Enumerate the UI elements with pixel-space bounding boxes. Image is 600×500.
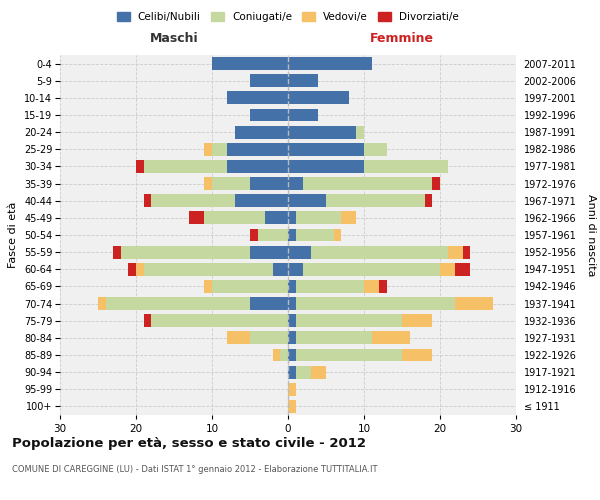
Bar <box>250 108 288 122</box>
Bar <box>227 332 250 344</box>
Y-axis label: Anni di nascita: Anni di nascita <box>586 194 596 276</box>
Bar <box>288 348 296 362</box>
Bar <box>205 212 265 224</box>
Bar <box>341 212 356 224</box>
Bar <box>257 228 288 241</box>
Bar <box>143 263 273 276</box>
Bar <box>265 212 288 224</box>
Bar <box>288 160 364 173</box>
Bar <box>273 348 280 362</box>
Bar <box>296 228 334 241</box>
Bar <box>288 280 296 293</box>
Bar <box>106 297 250 310</box>
Bar <box>364 160 448 173</box>
Bar <box>136 160 143 173</box>
Bar <box>296 332 371 344</box>
Bar <box>288 177 303 190</box>
Bar <box>250 297 288 310</box>
Bar <box>296 212 341 224</box>
Bar <box>288 383 296 396</box>
Bar <box>303 177 433 190</box>
Bar <box>288 212 296 224</box>
Bar <box>425 194 433 207</box>
Bar <box>288 366 296 378</box>
Bar <box>311 246 448 258</box>
Bar <box>379 280 387 293</box>
Bar <box>151 314 288 327</box>
Bar <box>205 177 212 190</box>
Bar <box>227 160 288 173</box>
Bar <box>143 160 227 173</box>
Bar <box>296 366 311 378</box>
Bar <box>205 280 212 293</box>
Bar <box>227 143 288 156</box>
Bar <box>143 194 151 207</box>
Bar <box>98 297 106 310</box>
Text: Popolazione per età, sesso e stato civile - 2012: Popolazione per età, sesso e stato civil… <box>12 438 366 450</box>
Bar <box>288 246 311 258</box>
Bar <box>288 92 349 104</box>
Bar <box>296 314 402 327</box>
Bar <box>250 246 288 258</box>
Bar <box>296 297 455 310</box>
Bar <box>448 246 463 258</box>
Bar <box>288 332 296 344</box>
Bar <box>288 194 326 207</box>
Bar <box>288 263 303 276</box>
Bar <box>288 143 364 156</box>
Bar <box>356 126 364 138</box>
Bar <box>334 228 341 241</box>
Bar <box>440 263 455 276</box>
Bar <box>212 280 288 293</box>
Text: COMUNE DI CAREGGINE (LU) - Dati ISTAT 1° gennaio 2012 - Elaborazione TUTTITALIA.: COMUNE DI CAREGGINE (LU) - Dati ISTAT 1°… <box>12 466 377 474</box>
Bar <box>128 263 136 276</box>
Bar <box>288 126 356 138</box>
Bar <box>288 314 296 327</box>
Bar <box>288 228 296 241</box>
Bar <box>143 314 151 327</box>
Bar <box>189 212 205 224</box>
Text: Maschi: Maschi <box>149 32 199 44</box>
Bar <box>402 348 433 362</box>
Bar <box>463 246 470 258</box>
Bar <box>136 263 143 276</box>
Y-axis label: Fasce di età: Fasce di età <box>8 202 19 268</box>
Bar <box>288 57 371 70</box>
Bar <box>250 332 288 344</box>
Bar <box>433 177 440 190</box>
Bar <box>288 297 296 310</box>
Bar <box>364 143 387 156</box>
Bar <box>280 348 288 362</box>
Bar <box>296 348 402 362</box>
Text: Femmine: Femmine <box>370 32 434 44</box>
Bar <box>235 126 288 138</box>
Bar <box>288 74 319 87</box>
Bar <box>212 177 250 190</box>
Bar <box>235 194 288 207</box>
Bar <box>303 263 440 276</box>
Bar <box>212 57 288 70</box>
Bar <box>326 194 425 207</box>
Bar <box>250 74 288 87</box>
Bar <box>273 263 288 276</box>
Bar <box>113 246 121 258</box>
Bar <box>455 297 493 310</box>
Bar <box>121 246 250 258</box>
Bar <box>151 194 235 207</box>
Bar <box>364 280 379 293</box>
Bar <box>250 228 257 241</box>
Bar <box>296 280 364 293</box>
Bar <box>371 332 410 344</box>
Bar <box>402 314 433 327</box>
Bar <box>250 177 288 190</box>
Bar <box>288 400 296 413</box>
Bar <box>227 92 288 104</box>
Bar <box>212 143 227 156</box>
Legend: Celibi/Nubili, Coniugati/e, Vedovi/e, Divorziati/e: Celibi/Nubili, Coniugati/e, Vedovi/e, Di… <box>113 8 463 26</box>
Bar <box>288 108 319 122</box>
Bar <box>311 366 326 378</box>
Bar <box>455 263 470 276</box>
Bar <box>205 143 212 156</box>
